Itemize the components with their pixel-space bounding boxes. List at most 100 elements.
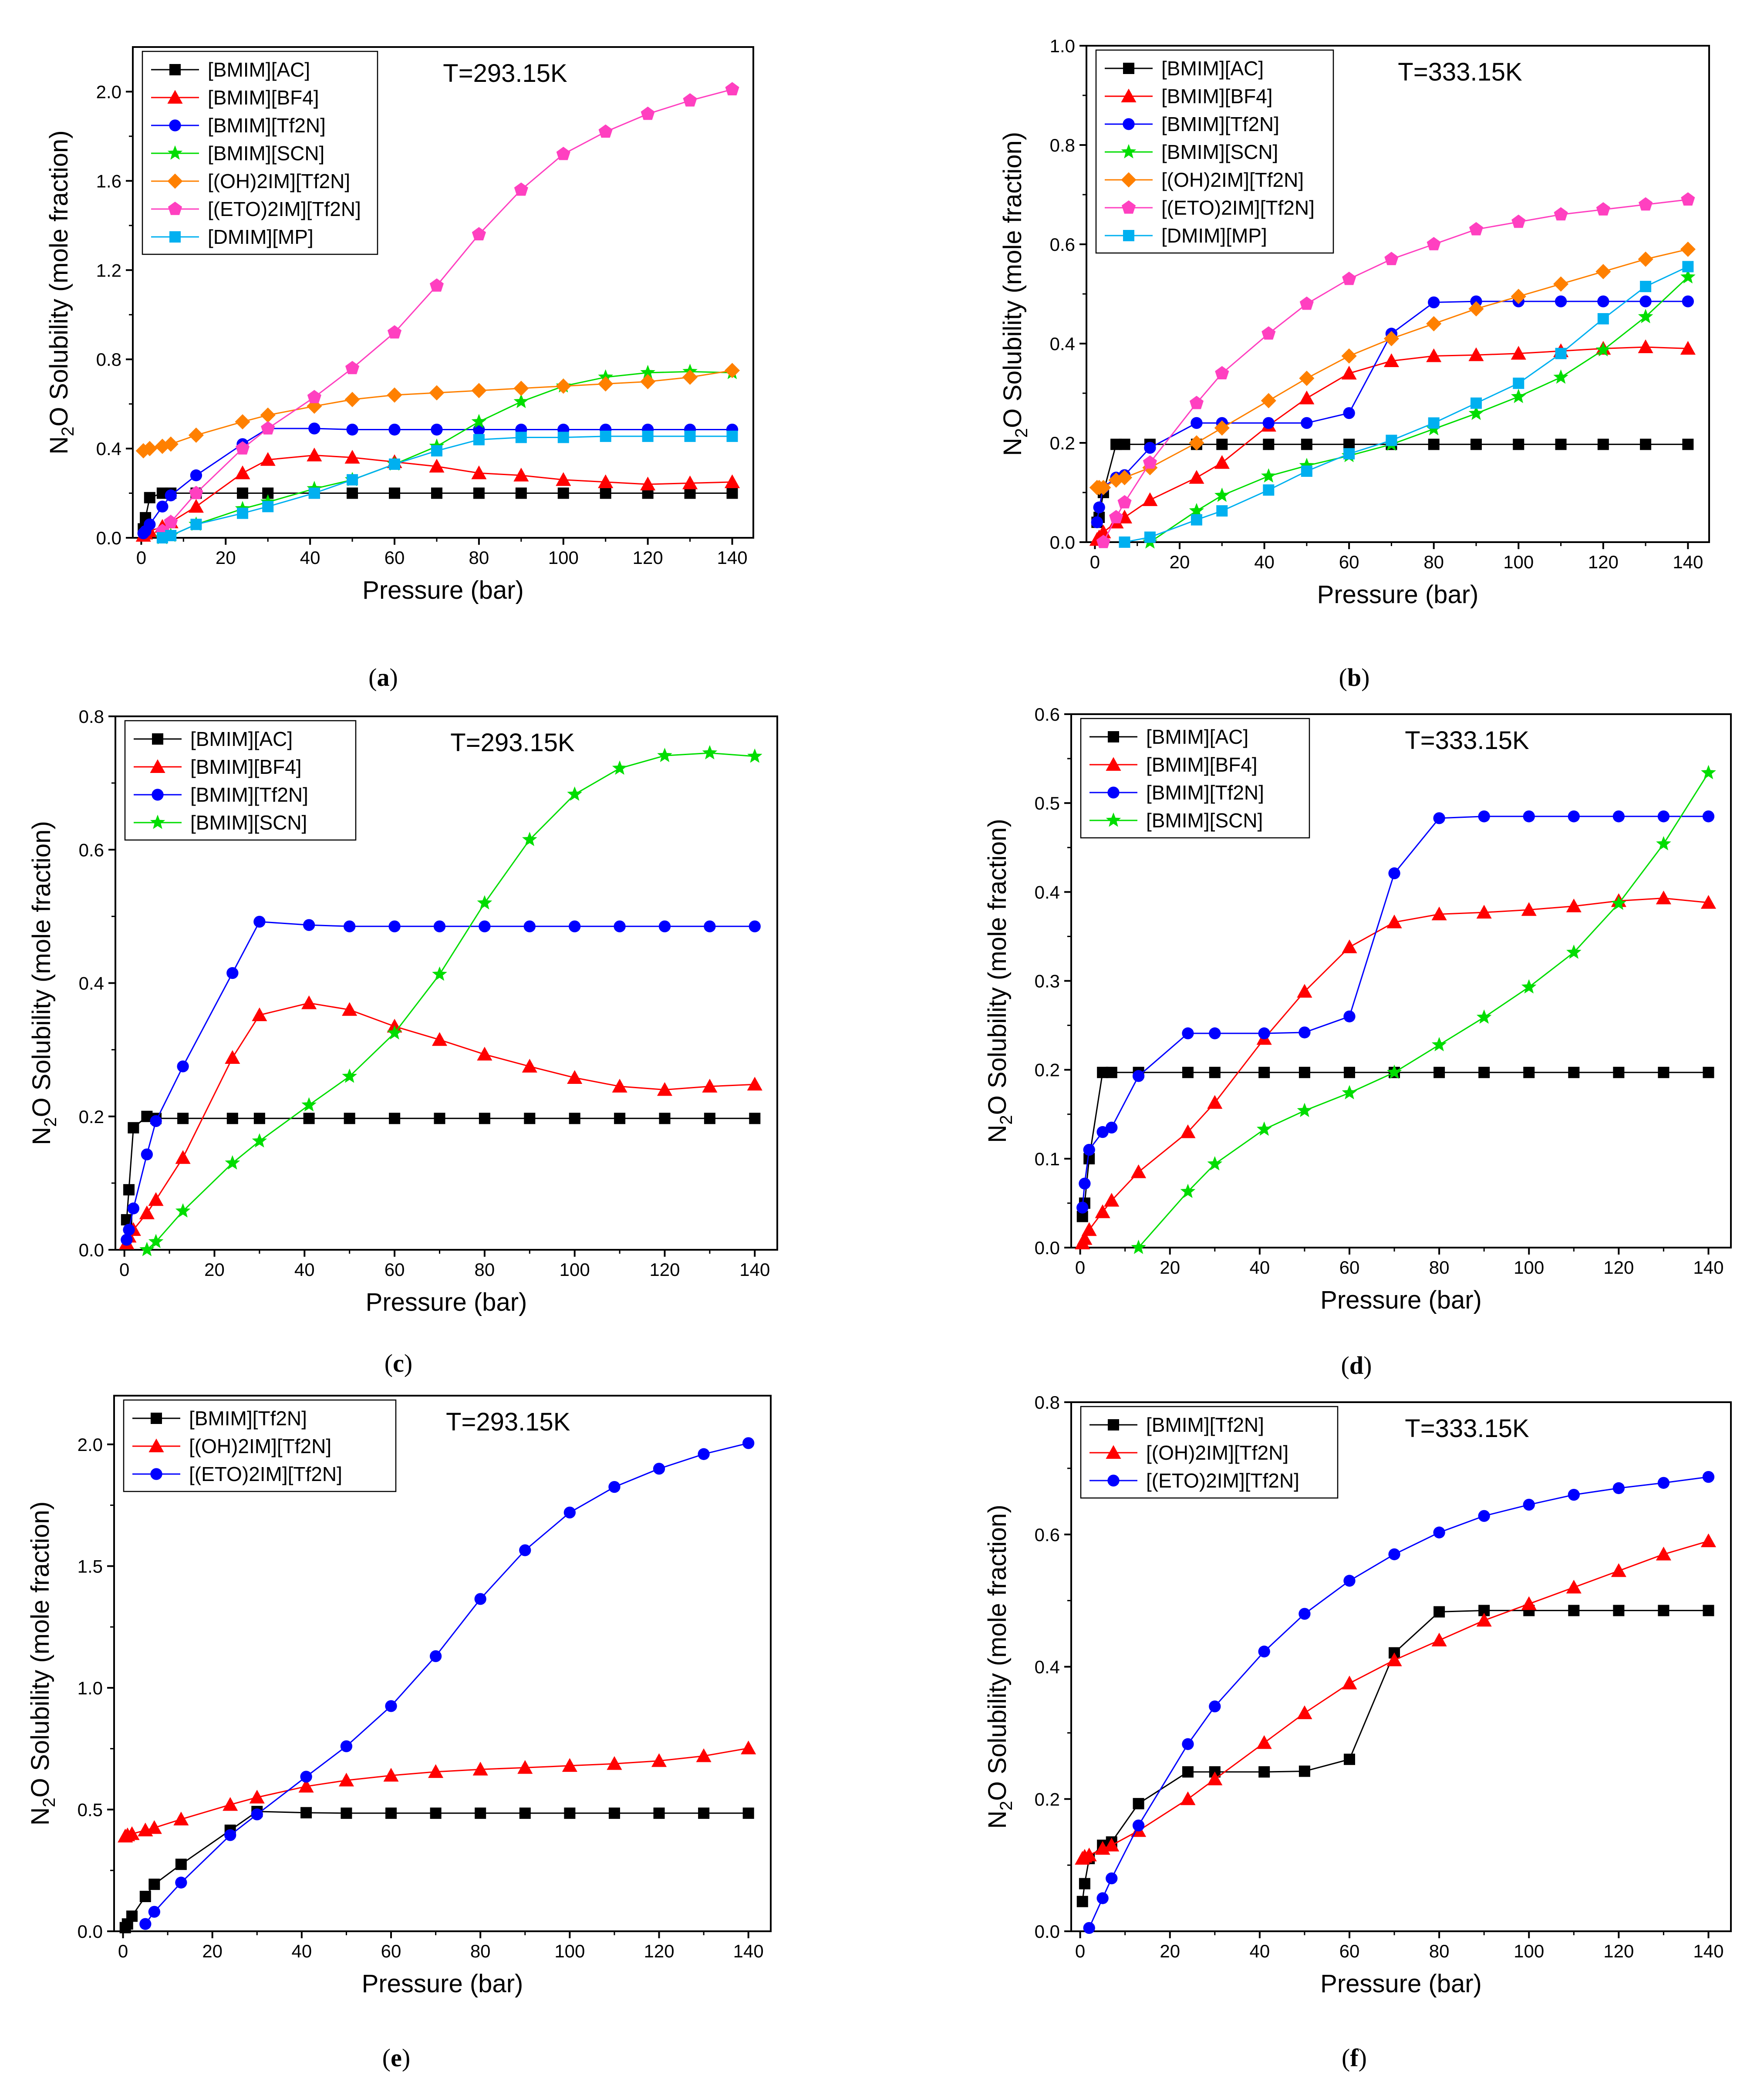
data-point	[175, 1150, 191, 1164]
data-point	[429, 459, 445, 473]
series-line	[162, 371, 732, 539]
legend-marker	[169, 231, 181, 243]
x-tick-label: 20	[204, 1259, 225, 1280]
x-tick-label: 0	[1075, 1941, 1085, 1961]
y-tick-label: 0.3	[1035, 971, 1060, 992]
chart-panel: 0 20 40 60 80 100 120 140 0.0 0.1 0.2 0.3 0.4 0.5 0.6 P…	[983, 704, 1732, 1380]
data-point	[1640, 439, 1652, 450]
data-point	[1611, 895, 1626, 910]
data-point	[682, 369, 698, 385]
x-axis-label: Pressure (bar)	[366, 1288, 527, 1316]
y-tick-label: 0.2	[1035, 1060, 1060, 1080]
data-point	[1083, 1144, 1095, 1156]
subplot-caption: (e)	[382, 2044, 410, 2072]
data-point	[1343, 1754, 1355, 1765]
data-point	[1096, 480, 1111, 496]
legend-marker	[1121, 88, 1137, 103]
data-point	[1700, 895, 1717, 909]
data-point	[189, 486, 203, 499]
data-point	[515, 432, 527, 443]
chart-title: T=293.15K	[443, 59, 567, 88]
data-point	[1554, 207, 1568, 221]
data-point	[1521, 979, 1537, 994]
y-axis-label: N2O Solubility (mole fraction)	[26, 1501, 59, 1825]
data-point	[1597, 295, 1609, 307]
series-line	[125, 1811, 749, 1928]
series-line	[1082, 1072, 1709, 1217]
data-point	[659, 1113, 671, 1124]
series-line	[162, 88, 732, 532]
legend-entry: [BMIM][Tf2N]	[189, 1407, 307, 1430]
legend-marker	[169, 119, 181, 132]
y-tick-label: 0.8	[96, 349, 121, 370]
data-point	[1638, 339, 1653, 354]
data-point	[472, 1761, 488, 1776]
chart-title: T=293.15K	[446, 1408, 570, 1436]
y-tick-label: 0.8	[79, 706, 104, 727]
data-point	[684, 430, 696, 442]
data-point	[1596, 202, 1610, 216]
data-point	[1142, 492, 1158, 506]
data-point	[148, 1879, 160, 1890]
y-tick-label: 1.6	[96, 171, 121, 191]
caption-close: )	[1359, 2044, 1367, 2072]
x-tick-label: 60	[1339, 1257, 1360, 1278]
x-tick-label: 0	[1075, 1257, 1085, 1278]
x-tick-label: 120	[649, 1259, 680, 1280]
data-point	[698, 1448, 710, 1460]
data-point	[600, 487, 611, 499]
data-point	[1658, 1066, 1670, 1078]
data-point	[1523, 1066, 1535, 1078]
y-axis-label-suffix: O Solubility (mole fraction)	[27, 821, 56, 1117]
data-point	[1478, 1066, 1490, 1078]
chart-title: T=333.15K	[1405, 726, 1529, 755]
x-tick-label: 40	[1254, 552, 1275, 572]
y-tick-label: 1.5	[78, 1556, 103, 1576]
data-point	[642, 430, 654, 442]
data-point	[1612, 1482, 1625, 1495]
data-point	[236, 441, 250, 455]
data-point	[385, 1807, 397, 1819]
data-point	[1258, 1027, 1270, 1039]
caption-close: )	[404, 1349, 412, 1377]
data-point	[148, 1192, 164, 1206]
data-point	[1182, 1027, 1194, 1039]
data-point	[1079, 1177, 1091, 1190]
data-point	[1106, 1872, 1118, 1885]
data-point	[523, 920, 536, 932]
data-point	[429, 385, 445, 401]
data-point	[434, 1113, 445, 1124]
data-point	[556, 378, 571, 394]
data-point	[301, 1097, 317, 1112]
data-point	[128, 1122, 139, 1134]
data-point	[252, 1007, 267, 1022]
y-tick-label: 0.4	[1035, 1657, 1060, 1677]
x-tick-label: 120	[1603, 1941, 1634, 1961]
data-point	[1433, 1526, 1445, 1538]
y-tick-label: 0.6	[1050, 234, 1075, 255]
data-point	[1299, 1026, 1311, 1039]
data-point	[342, 1002, 358, 1016]
data-point	[1431, 1037, 1447, 1052]
data-point	[1638, 251, 1653, 267]
data-point	[1189, 503, 1204, 517]
x-axis-label: Pressure (bar)	[1320, 1970, 1482, 1998]
data-point	[640, 364, 655, 379]
data-point	[431, 487, 442, 499]
data-point	[522, 832, 537, 846]
data-point	[188, 499, 204, 513]
legend-marker	[168, 202, 182, 215]
legend-marker	[167, 90, 183, 104]
data-point	[724, 474, 740, 488]
data-point	[144, 518, 156, 530]
x-axis-label: Pressure (bar)	[1320, 1286, 1482, 1314]
x-tick-label: 20	[202, 1941, 223, 1961]
data-point	[1299, 371, 1315, 386]
legend-entry: [(OH)2IM][Tf2N]	[1146, 1441, 1288, 1464]
data-point	[1428, 439, 1440, 450]
data-point	[253, 1113, 265, 1124]
data-point	[341, 1807, 352, 1819]
data-point	[1297, 1705, 1312, 1719]
y-axis-label-subscript: 2	[997, 1115, 1016, 1124]
legend-entry: [BMIM][BF4]	[208, 86, 319, 109]
